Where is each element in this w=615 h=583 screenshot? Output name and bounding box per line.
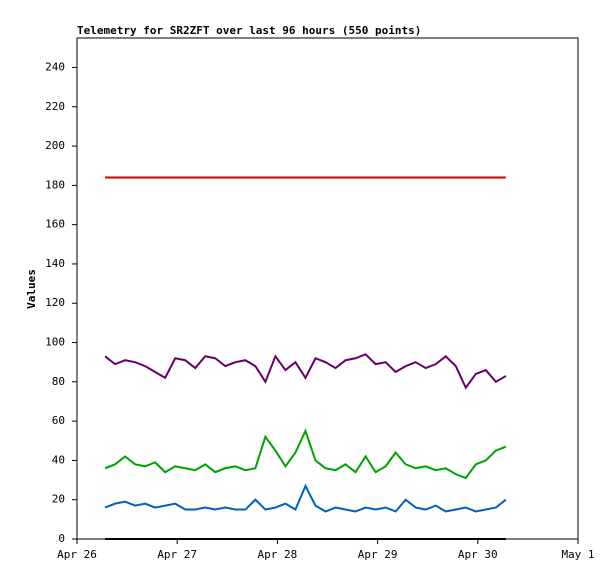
y-tick-label: 140 bbox=[45, 257, 65, 270]
y-tick-label: 100 bbox=[45, 336, 65, 349]
y-tick-label: 20 bbox=[52, 493, 65, 506]
x-tick-label: Apr 30 bbox=[458, 548, 498, 561]
x-tick-label: Apr 27 bbox=[157, 548, 197, 561]
y-tick-label: 120 bbox=[45, 296, 65, 309]
chart-title: Telemetry for SR2ZFT over last 96 hours … bbox=[77, 24, 421, 37]
y-tick-label: 180 bbox=[45, 178, 65, 191]
y-tick-label: 80 bbox=[52, 375, 65, 388]
y-tick-label: 200 bbox=[45, 139, 65, 152]
x-tick-label: Apr 29 bbox=[358, 548, 398, 561]
x-tick-label: Apr 26 bbox=[57, 548, 97, 561]
x-tick-label: May 1 bbox=[561, 548, 594, 561]
y-tick-label: 240 bbox=[45, 60, 65, 73]
y-tick-label: 60 bbox=[52, 414, 65, 427]
y-tick-label: 160 bbox=[45, 218, 65, 231]
y-tick-label: 0 bbox=[58, 532, 65, 545]
y-axis-label: Values bbox=[25, 269, 38, 309]
series-line bbox=[104, 428, 507, 480]
y-tick-label: 40 bbox=[52, 453, 65, 466]
y-tick-label: 220 bbox=[45, 100, 65, 113]
series-line bbox=[104, 353, 507, 390]
x-tick-label: Apr 28 bbox=[258, 548, 298, 561]
series-line bbox=[104, 483, 507, 513]
